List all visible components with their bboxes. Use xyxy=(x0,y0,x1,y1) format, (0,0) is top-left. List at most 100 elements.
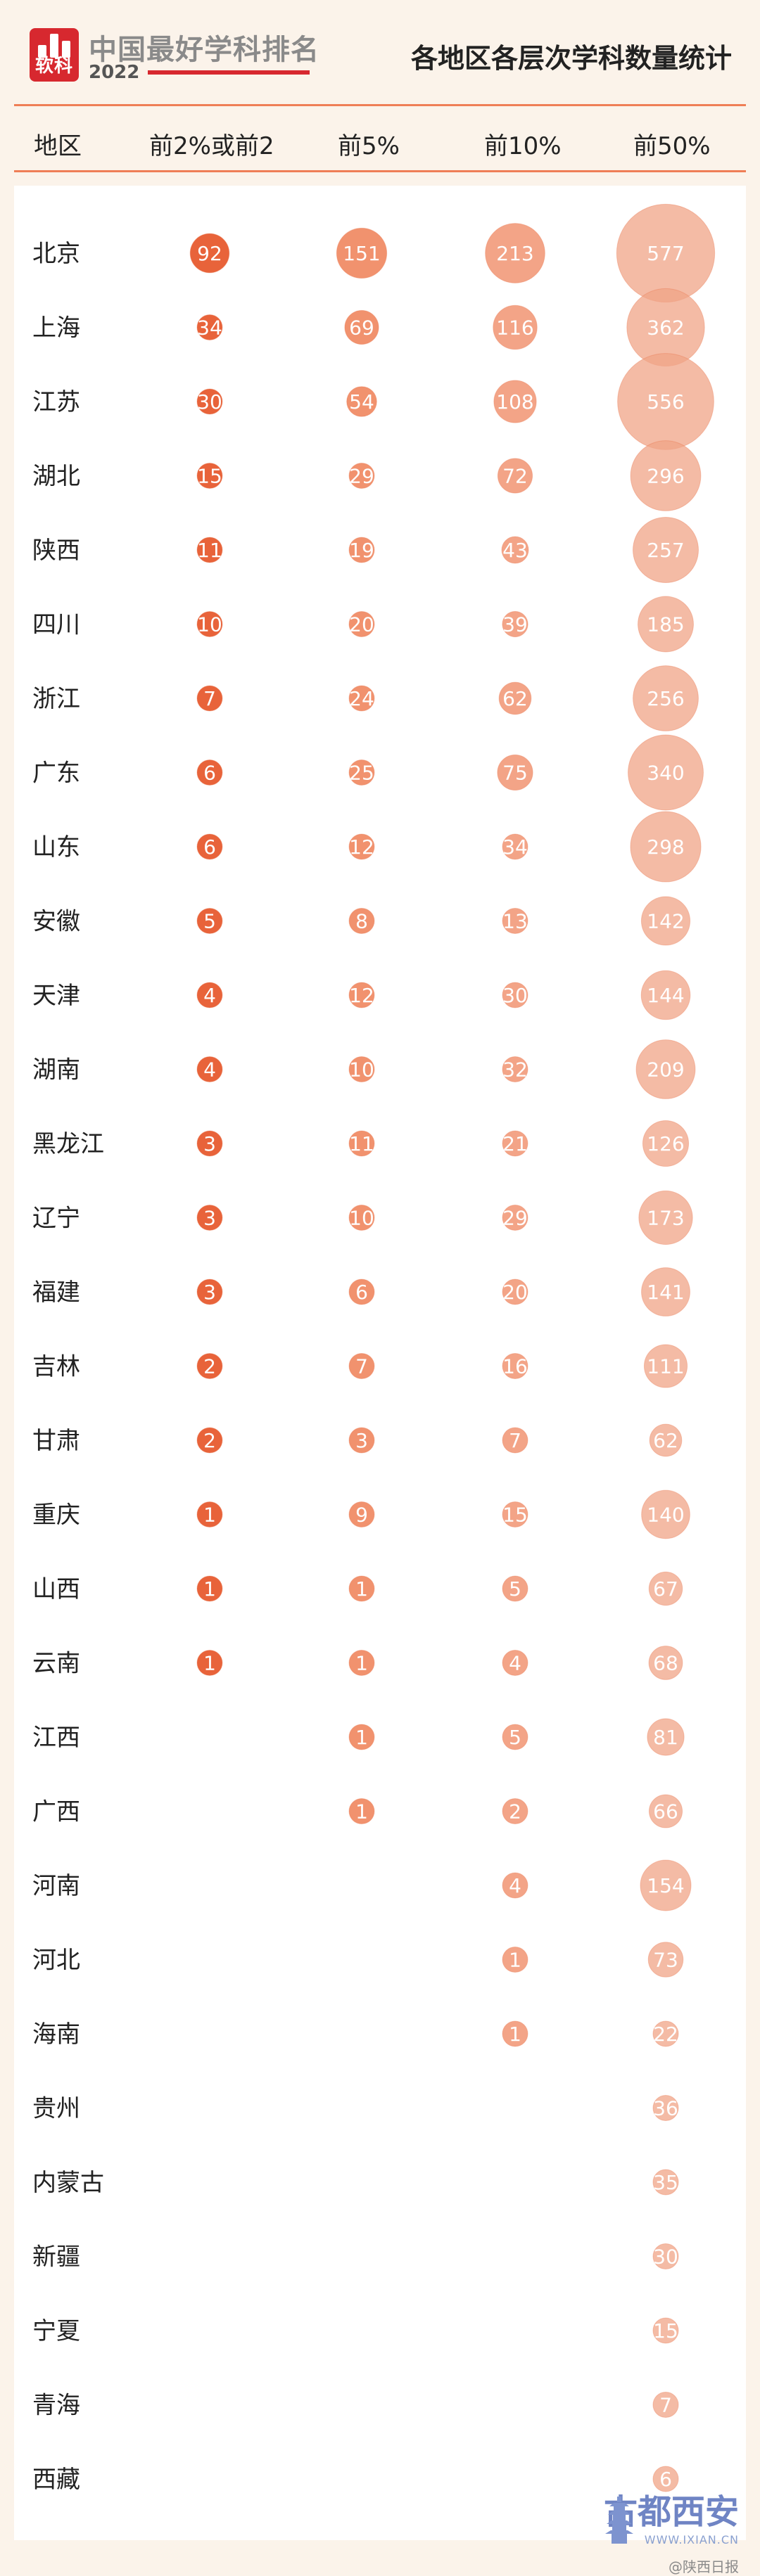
bubble xyxy=(336,227,388,279)
bubble xyxy=(485,223,545,283)
region-label: 贵州 xyxy=(32,2095,80,2123)
bubble xyxy=(502,2020,528,2047)
bubble-value-label: 25 xyxy=(349,762,374,785)
bubble-value-label: 5 xyxy=(509,1726,521,1749)
bubble-value-label: 34 xyxy=(502,835,528,859)
region-label: 内蒙古 xyxy=(32,2169,104,2197)
bubble xyxy=(502,1872,528,1899)
bubble-value-label: 30 xyxy=(502,984,528,1007)
bubble xyxy=(348,1056,375,1082)
bubble-value-label: 9 xyxy=(355,1504,368,1527)
bubble-value-label: 10 xyxy=(197,613,222,636)
bubble-value-label: 1 xyxy=(355,1726,368,1749)
bubble xyxy=(196,388,223,415)
bubble-value-label: 34 xyxy=(197,316,222,340)
bubble-value-label: 54 xyxy=(349,390,374,414)
bubble-value-label: 62 xyxy=(653,1429,678,1452)
column-header-top50: 前50% xyxy=(633,132,711,160)
bubble xyxy=(346,386,377,417)
bubble xyxy=(196,463,223,489)
bubble-value-label: 12 xyxy=(349,984,374,1007)
region-label: 天津 xyxy=(32,982,80,1010)
bubble-chart: 北京上海江苏湖北陕西四川浙江广东山东安徽天津湖南黑龙江辽宁福建吉林甘肃重庆山西云… xyxy=(32,203,716,2494)
bubble xyxy=(652,2392,679,2418)
shanghairanking-logo: 软科 xyxy=(30,28,79,82)
bubble-value-label: 1 xyxy=(203,1577,216,1601)
bubble xyxy=(348,1724,375,1750)
bubble xyxy=(196,1427,223,1454)
bubble-value-label: 151 xyxy=(343,242,380,265)
bubble-value-label: 298 xyxy=(647,835,684,859)
region-label: 山东 xyxy=(32,833,80,861)
bubble xyxy=(643,1344,688,1388)
bubble-value-label: 126 xyxy=(647,1132,684,1155)
bubble xyxy=(647,1718,685,1756)
bubble-value-label: 19 xyxy=(349,539,374,562)
header: 软科 中国最好学科排名 2022 各地区各层次学科数量统计 xyxy=(0,0,760,98)
bubble xyxy=(493,380,537,423)
bubble xyxy=(196,537,223,563)
bubble xyxy=(502,833,528,860)
bubble xyxy=(502,1353,528,1379)
bubble xyxy=(348,833,375,860)
bubble-value-label: 7 xyxy=(355,1355,368,1378)
bubble-value-label: 7 xyxy=(203,687,216,710)
bubble-value-label: 141 xyxy=(647,1281,684,1304)
bubble-value-label: 39 xyxy=(502,613,528,636)
bubble xyxy=(348,1575,375,1602)
bubble-value-label: 1 xyxy=(355,1652,368,1675)
bubble xyxy=(648,1646,683,1680)
bubble xyxy=(630,440,702,511)
bubble-value-label: 68 xyxy=(653,1652,678,1675)
bubble xyxy=(641,1267,690,1316)
bubble xyxy=(348,1353,375,1379)
watermark-url: WWW.IXIAN.CN xyxy=(644,2533,739,2546)
bubble-value-label: 29 xyxy=(349,465,374,488)
bubble xyxy=(633,517,699,583)
bubble-value-label: 30 xyxy=(653,2245,678,2269)
bubble-value-label: 66 xyxy=(653,1800,678,1824)
bubble-value-label: 140 xyxy=(647,1504,684,1527)
region-label: 四川 xyxy=(32,611,80,639)
bubble xyxy=(502,1650,528,1676)
bubble-value-label: 3 xyxy=(203,1207,216,1230)
bubble xyxy=(652,2169,679,2196)
bubble-value-label: 22 xyxy=(653,2023,678,2046)
bubble-value-label: 36 xyxy=(653,2097,678,2120)
bubble xyxy=(502,1205,528,1231)
region-label: 河南 xyxy=(32,1872,80,1900)
bubble-value-label: 6 xyxy=(203,835,216,859)
bubble xyxy=(348,1130,375,1157)
bubble-value-label: 30 xyxy=(197,390,222,414)
region-label: 黑龙江 xyxy=(32,1130,104,1158)
bubble-value-label: 5 xyxy=(509,1577,521,1601)
region-label: 浙江 xyxy=(32,685,80,713)
bubble xyxy=(348,1798,375,1824)
bubble-value-label: 2 xyxy=(509,1800,521,1824)
bubble xyxy=(648,1794,683,1828)
bubble-value-label: 15 xyxy=(653,2319,678,2343)
bubble-value-label: 4 xyxy=(509,1652,521,1675)
region-label: 上海 xyxy=(32,314,80,342)
bubble xyxy=(196,314,223,340)
bubble-value-label: 15 xyxy=(197,465,222,488)
bubble xyxy=(502,1724,528,1750)
region-label: 云南 xyxy=(32,1650,80,1678)
region-label: 宁夏 xyxy=(32,2317,80,2345)
bubble xyxy=(196,1650,223,1676)
bubble xyxy=(348,463,375,489)
bubble-value-label: 81 xyxy=(653,1726,678,1749)
bubble xyxy=(502,1947,528,1973)
bubble xyxy=(348,537,375,563)
bubble-value-label: 43 xyxy=(502,539,528,562)
bubble xyxy=(638,1190,693,1245)
bubble-value-label: 21 xyxy=(502,1132,528,1155)
bubble xyxy=(196,1130,223,1157)
region-label: 重庆 xyxy=(32,1501,80,1530)
bubble-value-label: 1 xyxy=(203,1652,216,1675)
bubble xyxy=(652,2095,679,2121)
bubble xyxy=(652,2317,679,2344)
bubble xyxy=(638,596,694,653)
bubble-value-label: 362 xyxy=(647,316,684,340)
region-label: 安徽 xyxy=(32,908,80,936)
